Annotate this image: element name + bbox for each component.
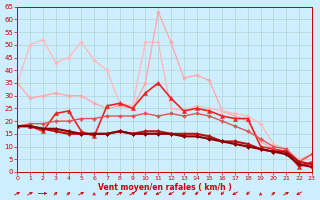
- X-axis label: Vent moyen/en rafales ( km/h ): Vent moyen/en rafales ( km/h ): [98, 183, 231, 192]
